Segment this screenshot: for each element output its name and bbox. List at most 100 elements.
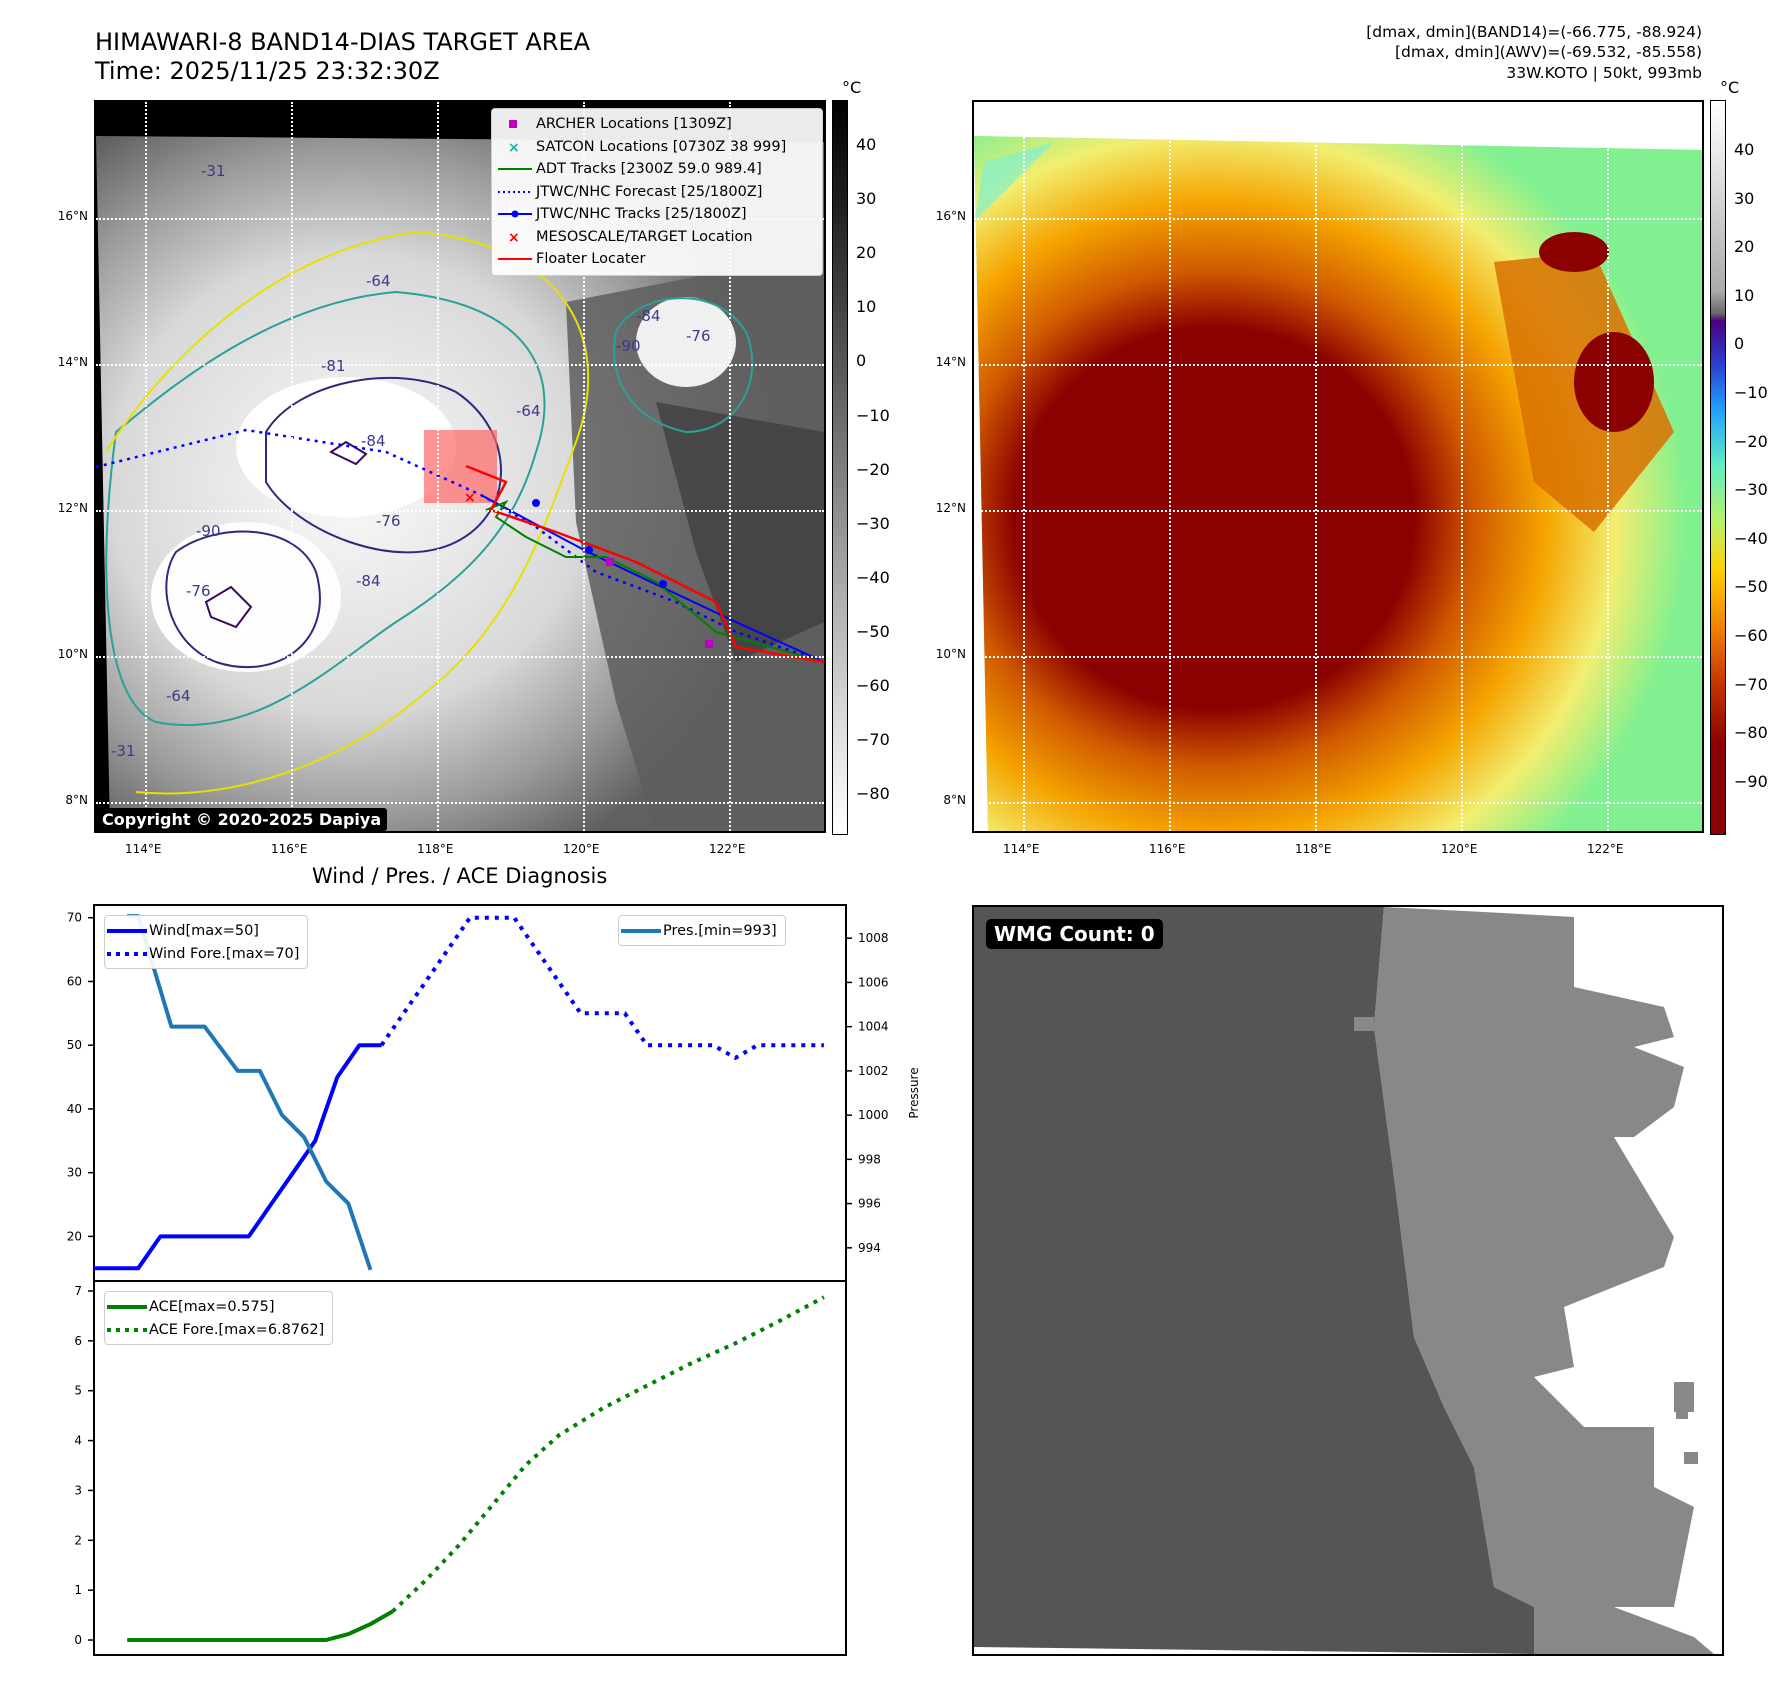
info-line1: [dmax, dmin](BAND14)=(-66.775, -88.924) [1366,23,1702,41]
legend-label: Floater Locater [536,251,646,268]
colorbar-tick-label: 10 [856,297,877,317]
lat-tick-label: 8°N [943,793,966,807]
info-line3: 33W.KOTO | 50kt, 993mb [1506,64,1702,82]
diagnosis-chart: 7060504030201008100610041002100099899699… [67,904,921,1656]
chart-title-line1: HIMAWARI-8 BAND14-DIAS TARGET AREA [95,28,591,56]
ace-plot-frame [93,1280,847,1656]
contour-label: -76 [186,582,211,600]
ace-tick-label: 5 [74,1384,82,1398]
legend-item: × MESOSCALE/TARGET Location [492,226,822,249]
contour-label: -84 [361,432,386,450]
lat-tick-label: 12°N [935,501,966,515]
colorbar-tick-label: 40 [1734,140,1755,159]
colorbar-tick-label: 40 [856,135,877,154]
legend-swatch [492,118,536,130]
legend-item: ARCHER Locations [1309Z] [492,113,822,136]
wmg-count-badge: WMG Count: 0 [986,919,1163,949]
lon-tick-label: 114°E [125,842,162,856]
legend-wind-forecast: Wind Fore.[max=70] [149,945,300,962]
legend-label: SATCON Locations [0730Z 38 999] [536,138,787,155]
colorbar-tick-label: −60 [856,676,890,695]
legend-ace-forecast: ACE Fore.[max=6.8762] [149,1321,325,1338]
gridline [1461,102,1463,831]
pressure-tick-label: 998 [858,1152,881,1166]
pressure-axis-label: Pressure [907,1067,921,1118]
colorbar-tick-label: −20 [1734,431,1768,451]
gridline [1315,102,1317,831]
contour-label: -64 [166,687,191,705]
contour-label: -76 [686,327,711,345]
colorbar-tick-label: −60 [1734,626,1768,645]
colorbar-tick-label: −40 [856,567,890,587]
contour-label: -76 [376,512,401,530]
gridline [1169,102,1171,831]
contour-label: -81 [321,357,346,375]
pressure-tick-label: 1000 [858,1108,889,1122]
legend-swatch [492,256,536,262]
colorbar-tick-label: 30 [856,189,877,209]
colorbar-tick-label: −70 [1734,674,1768,694]
pressure-legend: Pres.[min=993] [618,915,786,946]
colorbar-tick-label: −70 [856,730,890,750]
colorbar-tick-label: 20 [856,243,877,263]
chart-title-line2: Time: 2025/11/25 23:32:30Z [95,57,440,85]
ace-legend: ACE[max=0.575] ACE Fore.[max=6.8762] [104,1291,334,1345]
info-line2: [dmax, dmin](AWV)=(-69.532, -85.558) [1395,43,1702,61]
legend-swatch: × [492,231,536,243]
gridline [974,802,1702,804]
lon-tick-label: 116°E [271,842,308,856]
diagnosis-title: Wind / Pres. / ACE Diagnosis [312,864,608,888]
legend-label: MESOSCALE/TARGET Location [536,228,753,245]
gray-colorbar-unit: °C [842,78,862,97]
wind-tick-label: 30 [67,1166,82,1180]
contour-label: -31 [201,162,226,180]
gridline [1607,102,1609,831]
pressure-tick-label: 996 [858,1197,881,1211]
contour-label: -64 [366,272,391,290]
gridline [974,218,1702,220]
ace-tick-label: 1 [74,1583,82,1597]
colorbar-tick-label: 0 [1734,334,1745,354]
wind-series-line [94,1043,382,1271]
color-colorbar [1710,100,1726,835]
pressure-series-line [127,914,373,1271]
colorbar-tick-label: 10 [1734,285,1755,305]
ace-tick-label: 0 [74,1633,82,1647]
legend-label: ARCHER Locations [1309Z] [536,116,732,133]
lon-tick-label: 120°E [1441,842,1478,856]
lat-tick-label: 14°N [57,355,88,369]
legend-ace: ACE[max=0.575] [149,1298,275,1315]
ace-forecast-series-line [391,1295,825,1613]
color-colorbar-unit: °C [1720,78,1740,97]
legend-label: ADT Tracks [2300Z 59.0 989.4] [536,161,762,178]
lat-tick-label: 10°N [57,647,88,661]
lat-tick-label: 16°N [57,209,88,223]
contour-label: -90 [196,522,221,540]
contour-label: -84 [636,307,661,325]
contour-label: -90 [616,337,641,355]
ace-tick-label: 6 [74,1334,82,1348]
legend-label: JTWC/NHC Forecast [25/1800Z] [536,183,763,200]
wind-tick-label: 60 [67,974,82,988]
legend-swatch [492,189,536,195]
svg-text:×: × [508,231,520,243]
colorbar-tick-label: −80 [1734,723,1768,743]
gridline [729,102,731,831]
gridline [974,656,1702,658]
colorbar-tick-label: −10 [856,405,890,425]
legend-item: ADT Tracks [2300Z 59.0 989.4] [492,158,822,181]
wind-tick-label: 20 [67,1229,82,1243]
gridline [96,802,824,804]
colorbar-tick-label: −50 [1734,577,1768,597]
gridline [1023,102,1025,831]
legend-item: Floater Locater [492,248,822,271]
contour-label: -31 [111,742,136,760]
ace-series-line [127,1609,394,1642]
gray-colorbar [832,100,848,835]
lat-tick-label: 14°N [935,355,966,369]
colorbar-tick-label: −30 [856,513,890,533]
lat-tick-label: 10°N [935,647,966,661]
gridline [583,102,585,831]
legend-item: JTWC/NHC Forecast [25/1800Z] [492,181,822,204]
wind-tick-label: 40 [67,1102,82,1116]
